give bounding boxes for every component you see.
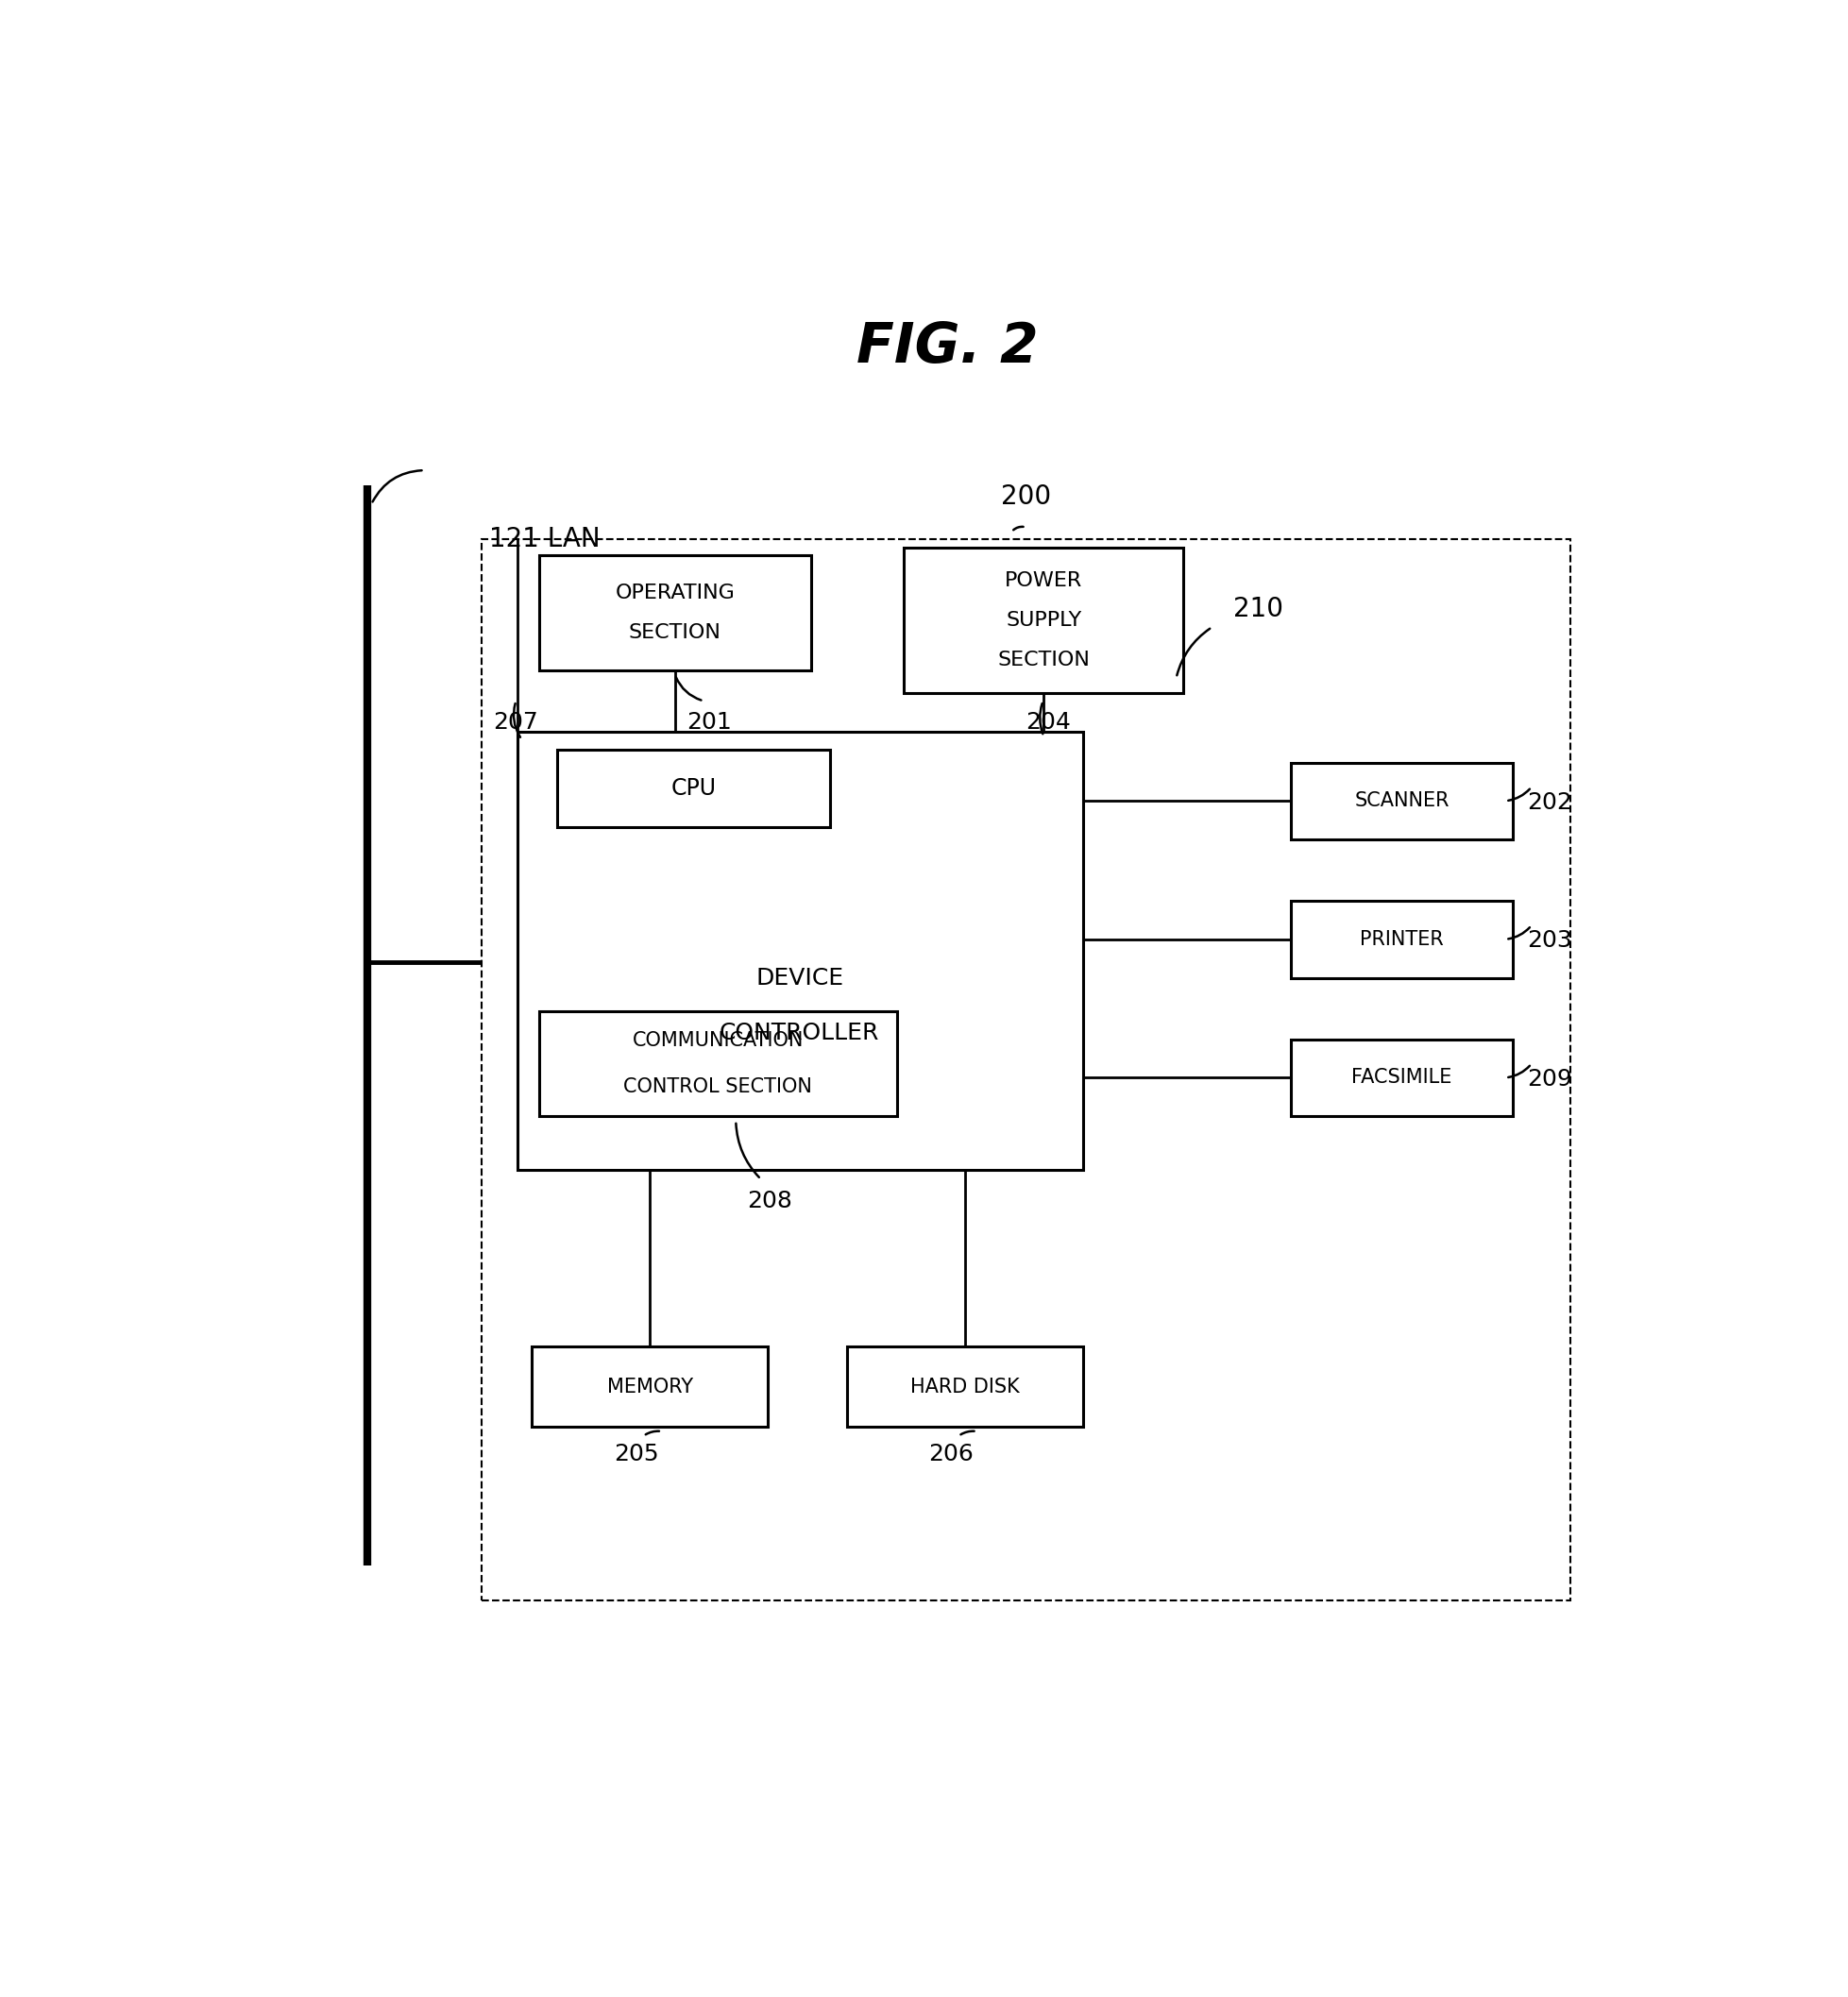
Text: 206: 206 xyxy=(930,1444,974,1466)
Text: PRINTER: PRINTER xyxy=(1360,931,1443,949)
Bar xyxy=(540,1012,896,1116)
Text: DEVICE: DEVICE xyxy=(756,967,843,989)
Text: COMMUNICATION: COMMUNICATION xyxy=(632,1030,804,1050)
Text: 121 LAN: 121 LAN xyxy=(488,527,601,553)
Text: HARD DISK: HARD DISK xyxy=(911,1378,1020,1396)
Bar xyxy=(482,539,1571,1600)
Text: OPERATING: OPERATING xyxy=(615,583,736,601)
Text: 203: 203 xyxy=(1526,929,1573,953)
Text: SECTION: SECTION xyxy=(998,651,1090,669)
Bar xyxy=(846,1346,1083,1426)
Bar xyxy=(1292,901,1514,979)
Text: CONTROLLER: CONTROLLER xyxy=(719,1022,880,1044)
Text: 209: 209 xyxy=(1526,1068,1573,1090)
Text: FACSIMILE: FACSIMILE xyxy=(1351,1068,1453,1086)
Text: 207: 207 xyxy=(493,711,538,733)
Text: 208: 208 xyxy=(747,1190,791,1212)
Bar xyxy=(904,547,1183,693)
Text: 204: 204 xyxy=(1026,711,1072,733)
Text: FIG. 2: FIG. 2 xyxy=(856,320,1039,373)
Text: CONTROL SECTION: CONTROL SECTION xyxy=(623,1078,813,1096)
Text: POWER: POWER xyxy=(1005,571,1083,589)
Bar xyxy=(517,731,1083,1170)
Bar xyxy=(540,555,811,671)
Text: MEMORY: MEMORY xyxy=(606,1378,693,1396)
Text: SECTION: SECTION xyxy=(628,623,721,641)
Text: CPU: CPU xyxy=(671,777,717,801)
Text: 210: 210 xyxy=(1234,595,1284,621)
Bar xyxy=(1292,1038,1514,1116)
Text: 200: 200 xyxy=(1002,483,1052,509)
Bar xyxy=(532,1346,769,1426)
Text: SUPPLY: SUPPLY xyxy=(1005,611,1081,629)
Text: SCANNER: SCANNER xyxy=(1355,791,1449,811)
Text: 201: 201 xyxy=(686,711,732,733)
Text: 202: 202 xyxy=(1526,791,1573,813)
Text: 205: 205 xyxy=(614,1444,658,1466)
Bar xyxy=(1292,763,1514,839)
Bar xyxy=(558,751,830,827)
